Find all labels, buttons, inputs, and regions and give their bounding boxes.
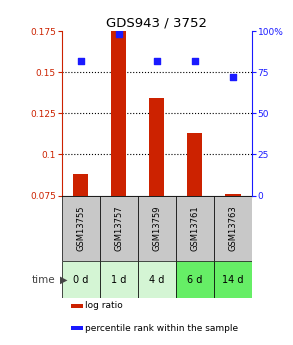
Bar <box>71 326 83 330</box>
Bar <box>100 196 138 262</box>
Bar <box>214 196 252 262</box>
Text: percentile rank within the sample: percentile rank within the sample <box>85 324 238 333</box>
Bar <box>138 262 176 298</box>
Text: 1 d: 1 d <box>111 275 126 285</box>
Title: GDS943 / 3752: GDS943 / 3752 <box>106 17 207 30</box>
Text: 6 d: 6 d <box>187 275 202 285</box>
Text: 4 d: 4 d <box>149 275 164 285</box>
Bar <box>138 196 176 262</box>
Bar <box>62 262 100 298</box>
Bar <box>100 262 138 298</box>
Text: GSM13755: GSM13755 <box>76 206 85 251</box>
Text: log ratio: log ratio <box>85 302 122 310</box>
Bar <box>176 262 214 298</box>
Bar <box>187 133 202 196</box>
Point <box>154 58 159 63</box>
Point <box>193 58 197 63</box>
Point <box>116 32 121 37</box>
Bar <box>62 196 100 262</box>
Text: GSM13759: GSM13759 <box>152 206 161 251</box>
Text: GSM13763: GSM13763 <box>229 206 237 251</box>
Bar <box>71 304 83 307</box>
Text: 14 d: 14 d <box>222 275 244 285</box>
Text: 0 d: 0 d <box>73 275 88 285</box>
Point <box>231 75 235 80</box>
Bar <box>176 196 214 262</box>
Bar <box>111 31 126 196</box>
Text: ▶: ▶ <box>60 275 68 285</box>
Point <box>78 58 83 63</box>
Text: GSM13761: GSM13761 <box>190 206 199 251</box>
Text: time: time <box>32 275 56 285</box>
Bar <box>73 174 88 196</box>
Bar <box>149 98 164 196</box>
Bar <box>214 262 252 298</box>
Bar <box>225 194 241 196</box>
Text: GSM13757: GSM13757 <box>114 206 123 251</box>
